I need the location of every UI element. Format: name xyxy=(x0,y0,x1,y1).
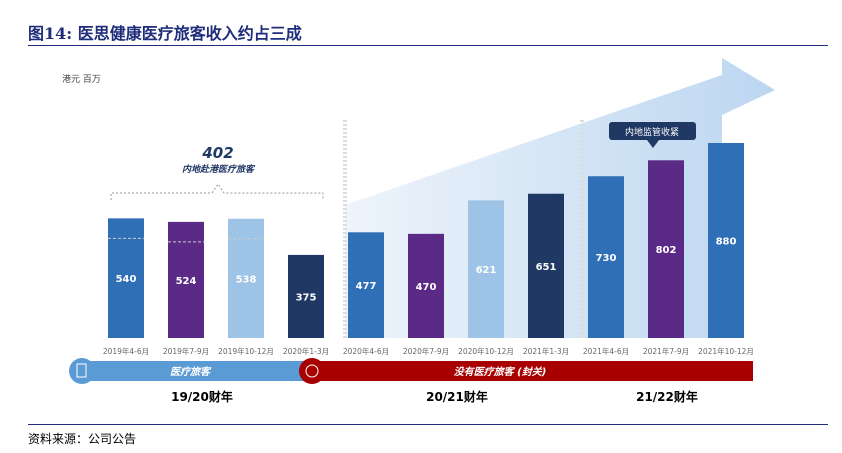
unit-label: 港元 百万 xyxy=(62,73,101,85)
bar-value-label: 880 xyxy=(716,237,737,248)
bar xyxy=(168,221,204,338)
bar xyxy=(288,254,324,338)
band-left-label: 医疗旅客 xyxy=(170,366,212,378)
x-tick-label: 2021年7-9月 xyxy=(643,346,689,356)
annotation-label: 内地赴港医疗旅客 xyxy=(182,164,256,175)
bar-value-label: 524 xyxy=(176,276,197,287)
band-right xyxy=(310,361,753,381)
x-tick-label: 2021年10-12月 xyxy=(698,346,754,356)
title-divider xyxy=(28,45,828,46)
fiscal-year-label: 20/21财年 xyxy=(426,389,488,404)
bar xyxy=(708,143,744,338)
x-tick-label: 2020年4-6月 xyxy=(343,346,389,356)
bar-value-label: 375 xyxy=(296,292,317,303)
globe-icon xyxy=(305,364,319,378)
x-tick-label: 2019年10-12月 xyxy=(218,346,274,356)
callout-label: 内地监管收紧 xyxy=(625,126,679,138)
bar xyxy=(408,233,444,338)
bar xyxy=(348,232,384,338)
bar xyxy=(588,176,624,338)
source-note: 资料来源：公司公告 xyxy=(28,432,137,446)
bar-value-label: 470 xyxy=(416,282,437,293)
x-tick-label: 2019年7-9月 xyxy=(163,346,209,356)
bar xyxy=(648,160,684,338)
x-tick-label: 2021年4-6月 xyxy=(583,346,629,356)
bar xyxy=(468,200,504,338)
x-tick-label: 2019年4-6月 xyxy=(103,346,149,356)
annotation-bracket xyxy=(110,183,324,200)
bar-value-label: 651 xyxy=(536,262,557,273)
callout-box xyxy=(609,122,696,140)
x-tick-label: 2021年1-3月 xyxy=(523,346,569,356)
source-divider xyxy=(28,424,828,425)
x-tick-label: 2020年10-12月 xyxy=(458,346,514,356)
callout-arrow xyxy=(647,140,659,148)
fiscal-year-label: 19/20财年 xyxy=(171,389,233,404)
bar-value-label: 477 xyxy=(356,281,377,292)
band-left xyxy=(74,361,314,381)
bar-value-label: 540 xyxy=(116,274,137,285)
revenue-bar-chart: 港元 百万 402 内地赴港医疗旅客 内地监管收紧 540 2019年4-6月 52… xyxy=(62,58,775,404)
annotation-value: 402 xyxy=(201,144,233,162)
bar-value-label: 802 xyxy=(656,245,677,256)
bar-value-label: 538 xyxy=(236,274,257,285)
medical-icon xyxy=(69,358,95,384)
building-icon xyxy=(76,363,87,378)
figure-title: 图14: 医思健康医疗旅客收入约占三成 xyxy=(28,24,302,43)
bar-value-label: 621 xyxy=(476,265,497,276)
x-tick-label: 2020年7-9月 xyxy=(403,346,449,356)
x-tick-label: 2020年1-3月 xyxy=(283,346,329,356)
fiscal-year-label: 21/22财年 xyxy=(636,389,698,404)
band-right-label: 没有医疗旅客 (封关) xyxy=(454,366,547,378)
bar-value-label: 730 xyxy=(596,253,617,264)
border-closed-icon xyxy=(299,358,325,384)
bar xyxy=(528,193,564,338)
